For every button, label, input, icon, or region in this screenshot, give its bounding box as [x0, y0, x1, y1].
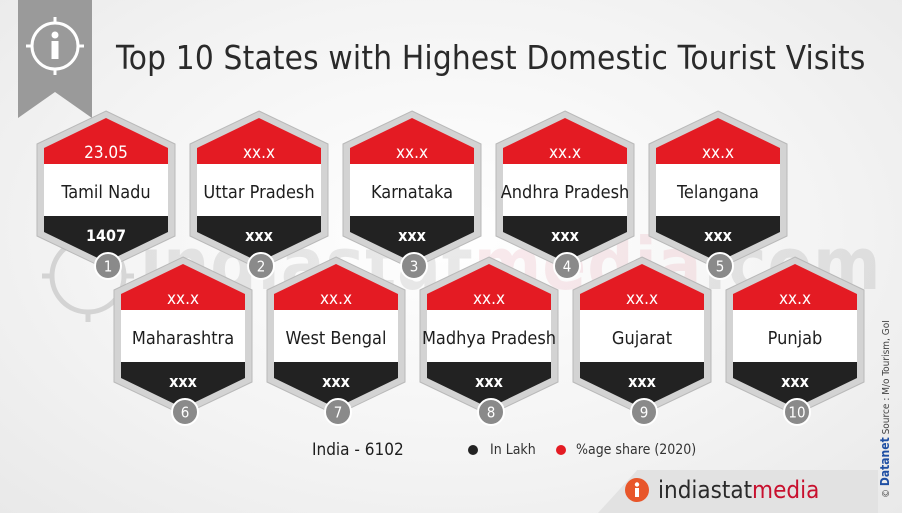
info-icon — [26, 17, 84, 75]
share-value: xx.x — [167, 289, 199, 309]
rank-number: 2 — [257, 258, 266, 276]
state-name: Punjab — [768, 328, 823, 349]
hexagon-badge-5: xx.x Telangana xxx 5 — [648, 110, 788, 280]
share-value: xx.x — [473, 289, 505, 309]
rank-badge — [706, 252, 734, 280]
copyright-symbol: © — [881, 489, 892, 498]
source-note: © Datanet Source : M/o Tourism, GoI — [878, 320, 892, 498]
hexagon-badge-2: xx.x Uttar Pradesh xxx 2 — [189, 110, 329, 280]
rank-badge — [783, 398, 811, 426]
band-white — [274, 310, 398, 362]
rank-badge — [94, 252, 122, 280]
state-name: Maharashtra — [132, 328, 234, 349]
page-title: Top 10 States with Highest Domestic Tour… — [116, 38, 866, 77]
legend-dot-dark — [468, 445, 478, 455]
share-value: xx.x — [243, 143, 275, 163]
hexagon-badge-3: xx.x Karnataka xxx 3 — [342, 110, 482, 280]
band-white — [197, 164, 321, 216]
visits-value: xxx — [551, 226, 580, 245]
visits-value: xxx — [398, 226, 427, 245]
legend-dot-red — [556, 445, 566, 455]
band-white — [44, 164, 168, 216]
hexagon-badge-1: 23.05 Tamil Nadu 1407 1 — [36, 110, 176, 280]
legend-in-lakh-label: In Lakh — [490, 442, 536, 458]
rank-number: 8 — [487, 404, 496, 422]
india-total: India - 6102 — [312, 440, 404, 460]
visits-value: xxx — [628, 372, 657, 391]
state-name: Andhra Pradesh — [501, 182, 630, 203]
share-value: xx.x — [626, 289, 658, 309]
share-value: xx.x — [396, 143, 428, 163]
hexagon-badge-8: xx.x Madhya Pradesh xxx 8 — [419, 256, 559, 426]
rank-badge — [400, 252, 428, 280]
state-name: Gujarat — [612, 328, 672, 349]
datanet-brand: Datanet — [878, 437, 892, 487]
rank-badge — [477, 398, 505, 426]
rank-badge — [553, 252, 581, 280]
rank-badge — [324, 398, 352, 426]
source-text: Source : M/o Tourism, GoI — [881, 320, 892, 435]
visits-value: xxx — [169, 372, 198, 391]
band-white — [350, 164, 474, 216]
rank-number: 10 — [788, 404, 805, 422]
band-white — [733, 310, 857, 362]
rank-badge — [171, 398, 199, 426]
rank-badge — [247, 252, 275, 280]
footer-logo: indiastatmedia — [624, 476, 819, 504]
footer-brand-part1: indiastat — [658, 476, 753, 504]
state-name: Uttar Pradesh — [203, 182, 314, 203]
rank-number: 4 — [563, 258, 572, 276]
hexagon-badge-10: xx.x Punjab xxx 10 — [725, 256, 865, 426]
share-value: xx.x — [702, 143, 734, 163]
hexagon-badge-7: xx.x West Bengal xxx 7 — [266, 256, 406, 426]
rank-number: 3 — [410, 258, 419, 276]
visits-value: xxx — [245, 226, 274, 245]
state-name: Telangana — [676, 182, 759, 203]
share-value: 23.05 — [84, 143, 128, 163]
share-value: xx.x — [549, 143, 581, 163]
hexagon-badge-4: xx.x Andhra Pradesh xxx 4 — [495, 110, 635, 280]
rank-number: 6 — [181, 404, 190, 422]
rank-number: 7 — [334, 404, 343, 422]
state-name: West Bengal — [286, 328, 387, 349]
hexagon-badge-6: xx.x Maharashtra xxx 6 — [113, 256, 253, 426]
legend-in-lakh: In Lakh — [468, 440, 536, 460]
rank-number: 1 — [104, 258, 113, 276]
indiastat-logo-icon — [625, 478, 649, 502]
state-name: Karnataka — [371, 182, 453, 203]
visits-value: 1407 — [86, 226, 126, 245]
visits-value: xxx — [322, 372, 351, 391]
rank-number: 9 — [640, 404, 649, 422]
visits-value: xxx — [704, 226, 733, 245]
footer-brand-part2: media — [752, 476, 820, 504]
visits-value: xxx — [475, 372, 504, 391]
share-value: xx.x — [779, 289, 811, 309]
band-white — [427, 310, 551, 362]
band-white — [580, 310, 704, 362]
rank-number: 5 — [716, 258, 725, 276]
legend-share: %age share (2020) — [556, 440, 696, 460]
rank-badge — [630, 398, 658, 426]
band-white — [656, 164, 780, 216]
band-white — [503, 164, 627, 216]
band-white — [121, 310, 245, 362]
visits-value: xxx — [781, 372, 810, 391]
hexagon-badge-9: xx.x Gujarat xxx 9 — [572, 256, 712, 426]
state-name: Tamil Nadu — [60, 182, 150, 203]
info-ribbon — [18, 0, 92, 118]
legend-share-label: %age share (2020) — [576, 442, 697, 458]
footer-brand: indiastatmedia — [658, 476, 819, 504]
share-value: xx.x — [320, 289, 352, 309]
state-name: Madhya Pradesh — [422, 328, 556, 349]
